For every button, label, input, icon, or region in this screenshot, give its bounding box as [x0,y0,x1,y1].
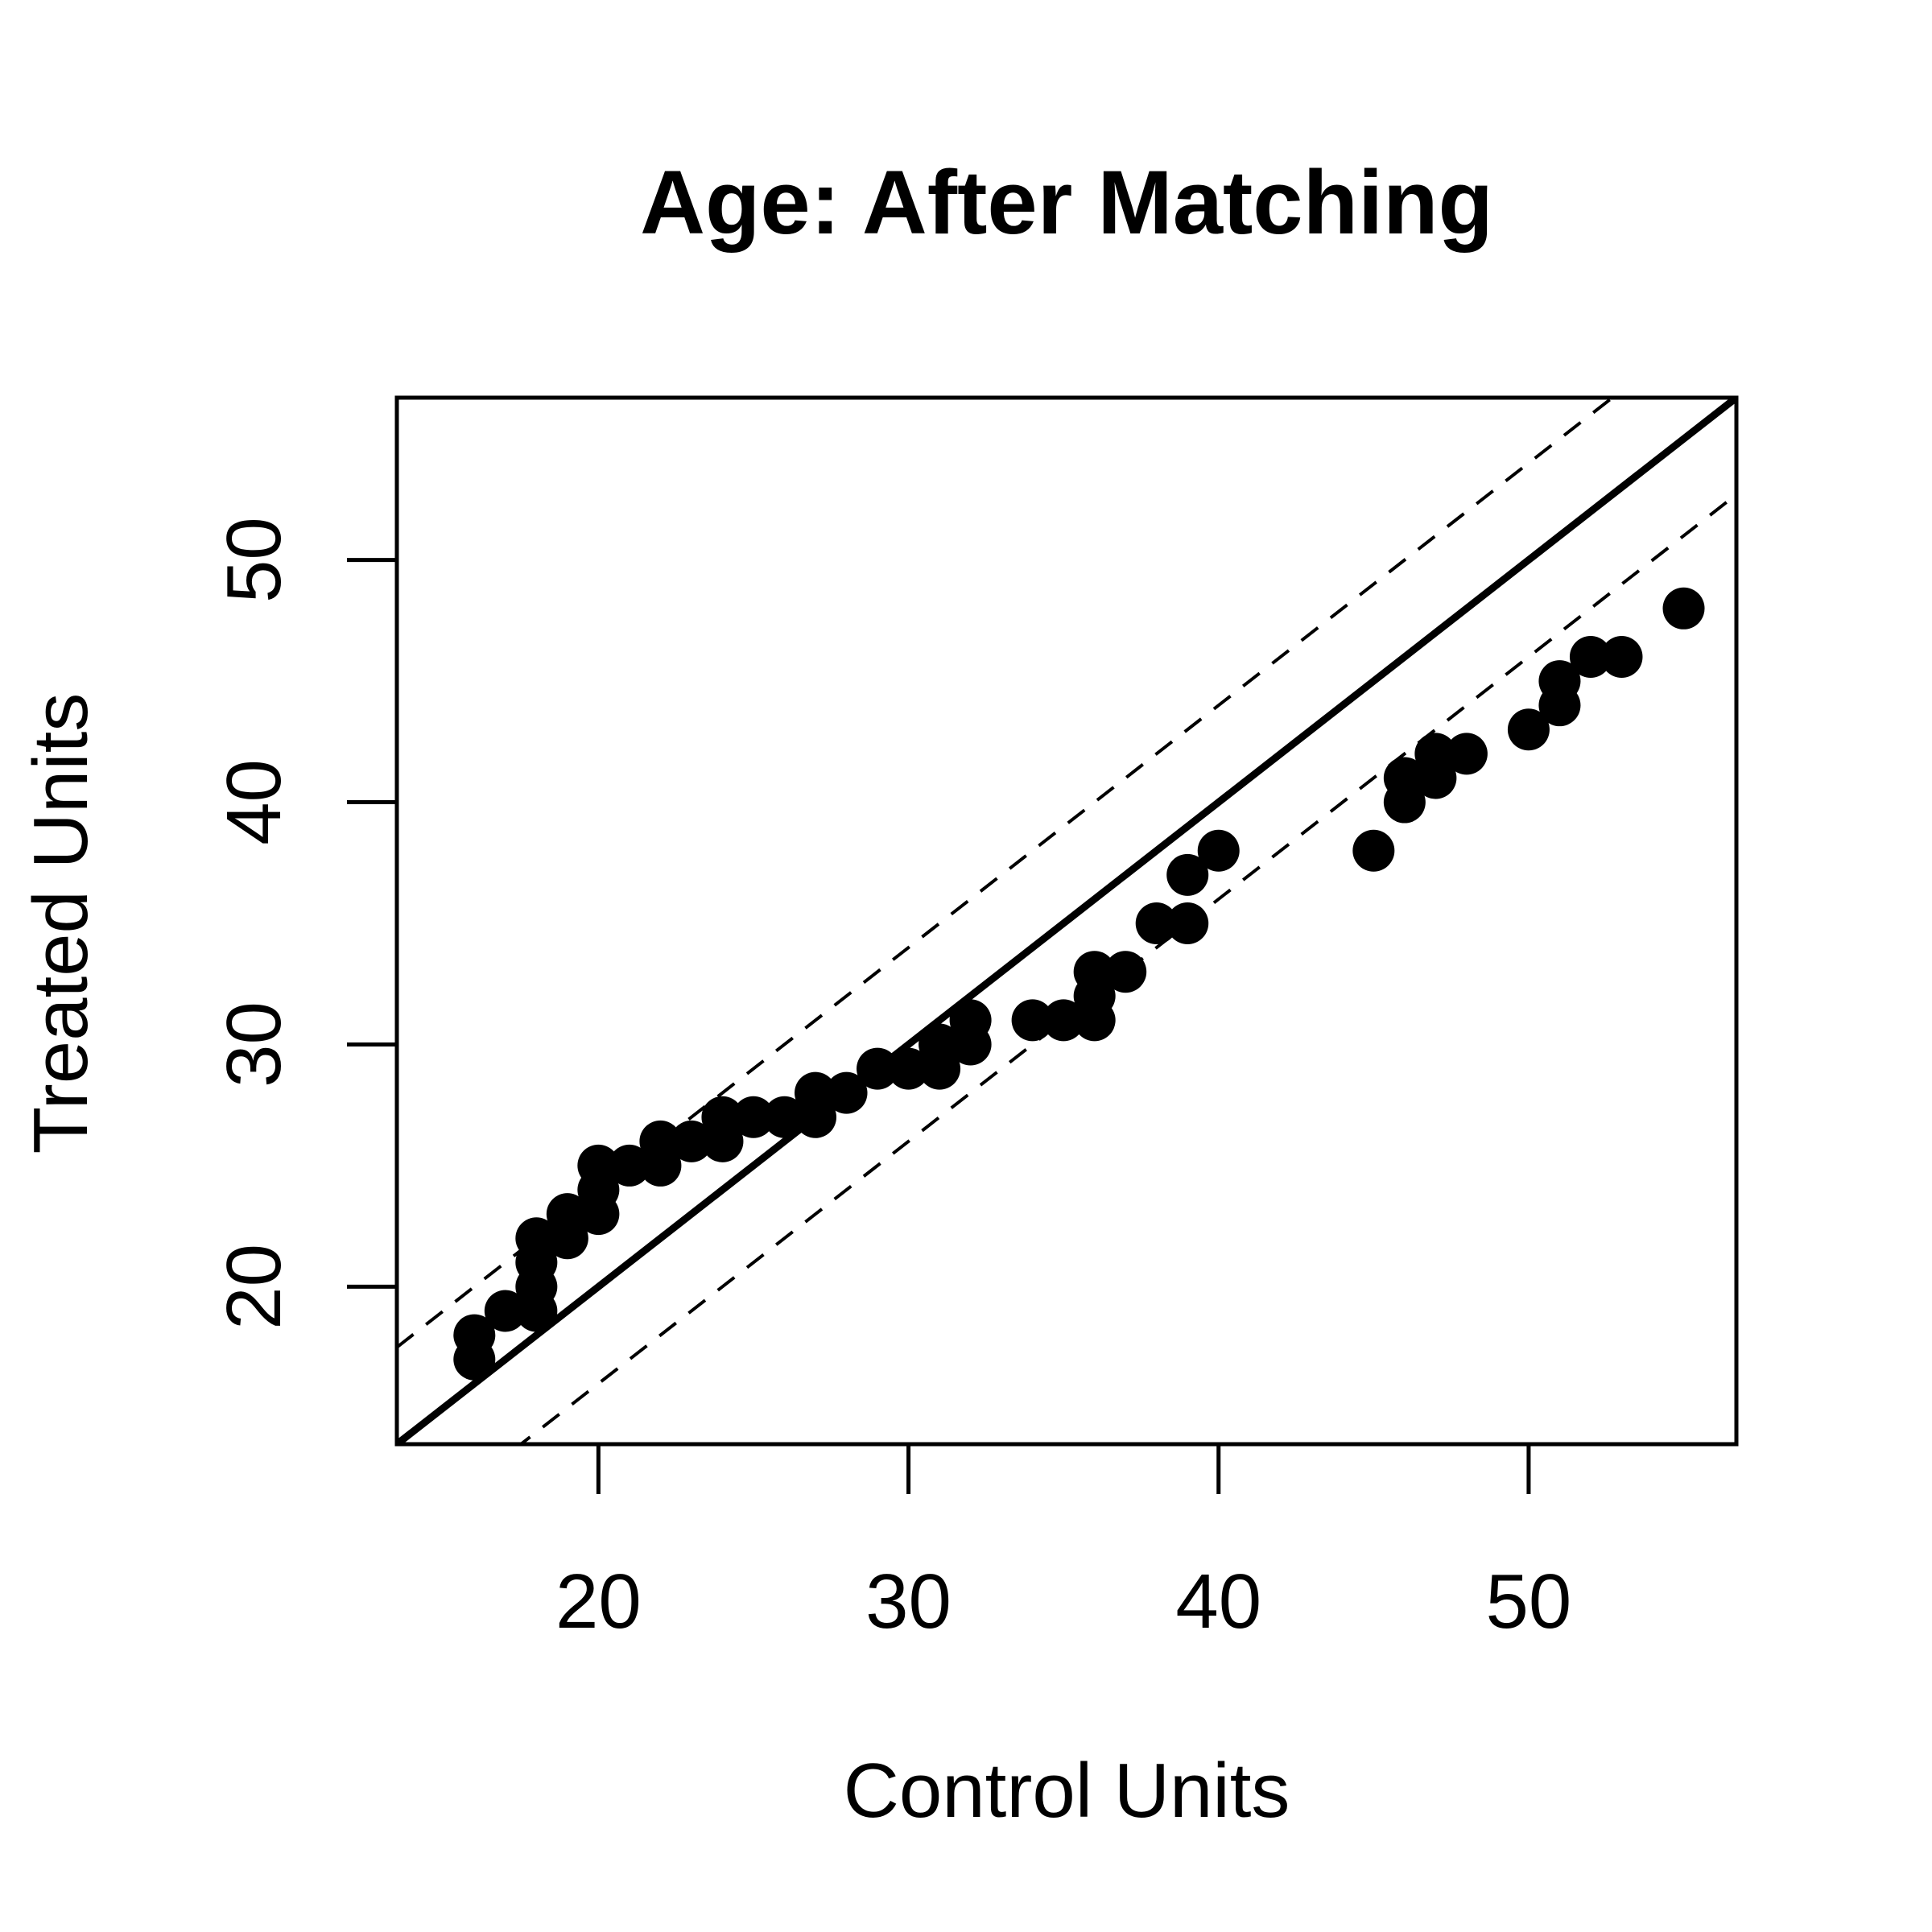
data-point-34 [1104,951,1147,993]
data-point-44 [1445,733,1488,775]
data-point-15 [670,1120,712,1162]
data-point-50 [1662,587,1705,630]
data-point-14 [639,1120,682,1162]
x-tick-label-20: 20 [555,1558,642,1645]
data-point-18 [732,1096,774,1138]
x-axis-label: Control Units [844,1748,1290,1834]
data-point-29 [1011,999,1054,1042]
x-tick-label-30: 30 [865,1558,952,1645]
tolerance-line-2 [518,493,1736,1444]
y-axis: 20 30 40 50 [211,517,397,1330]
data-point-1 [453,1314,496,1356]
data-point-38 [1197,829,1240,872]
y-tick-label-30: 30 [211,1001,297,1088]
x-axis: 20 30 40 50 [555,1444,1571,1645]
data-point-11 [577,1144,620,1187]
data-point-37 [1166,853,1209,896]
identity-line [397,398,1736,1444]
tolerance-line-1 [397,398,1616,1349]
data-point-23 [857,1047,899,1090]
data-point-33 [1073,951,1116,993]
data-point-21 [795,1071,836,1114]
reference-lines [397,398,1736,1444]
data-point-39 [1352,829,1395,872]
data-point-6 [515,1217,558,1260]
y-tick-label-40: 40 [211,759,297,845]
data-point-45 [1507,708,1550,751]
data-point-24 [887,1047,930,1090]
data-point-2 [484,1290,526,1332]
data-point-48 [1569,635,1612,678]
data-point-41 [1383,757,1426,799]
data-point-28 [949,999,992,1042]
data-point-49 [1600,635,1643,678]
data-point-47 [1538,660,1581,703]
data-point-17 [701,1096,744,1138]
plot-frame [394,395,1739,1447]
data-point-36 [1166,902,1209,945]
data-point-19 [763,1096,806,1138]
data-point-30 [1042,999,1085,1042]
y-tick-label-50: 50 [211,517,297,603]
data-points [453,587,1705,1381]
data-point-43 [1414,733,1457,775]
data-point-35 [1135,902,1178,945]
chart-title: Age: After Matching [640,152,1493,253]
y-axis-label: Treated Units [18,693,104,1154]
data-point-22 [825,1071,868,1114]
data-point-26 [919,1023,961,1066]
data-point-8 [546,1193,588,1236]
x-tick-label-50: 50 [1486,1558,1572,1645]
x-tick-label-40: 40 [1175,1558,1261,1645]
y-tick-label-20: 20 [211,1244,297,1330]
data-point-12 [608,1144,650,1187]
